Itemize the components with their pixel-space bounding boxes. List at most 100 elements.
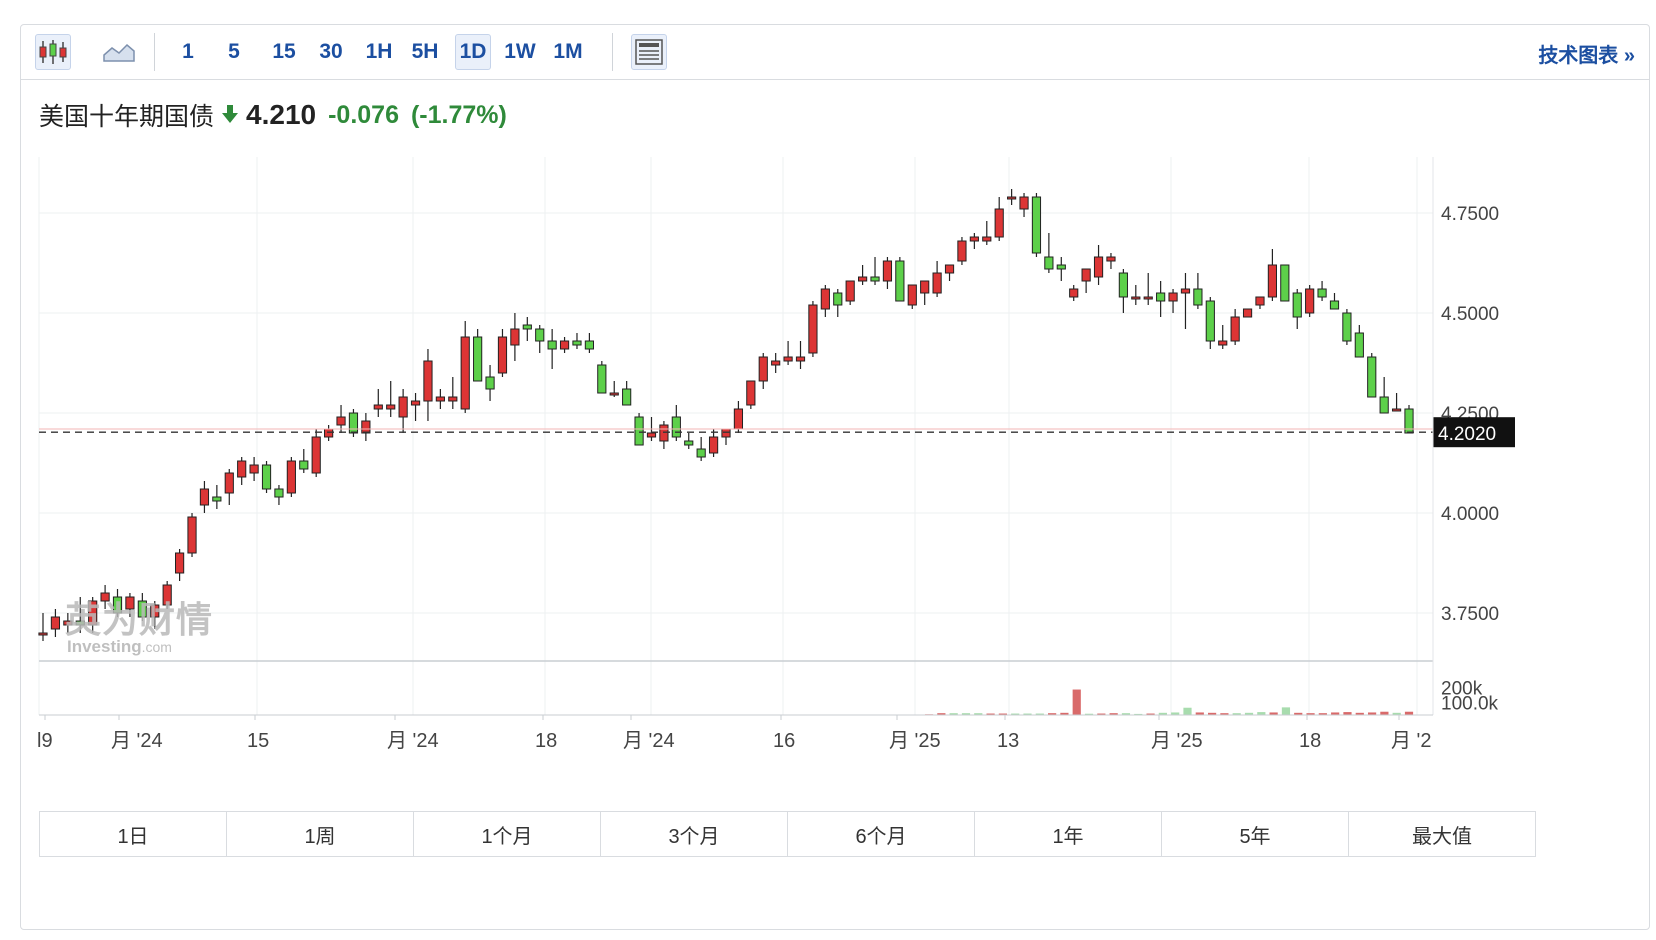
candle-body: [336, 416, 346, 426]
range-button-2[interactable]: 1个月: [414, 812, 601, 856]
range-button-5[interactable]: 1年: [975, 812, 1162, 856]
interval-1h[interactable]: 1H: [365, 40, 393, 63]
volume-bar: [937, 713, 946, 715]
candle-body: [1007, 196, 1017, 200]
volume-bar: [1232, 713, 1241, 715]
interval-1[interactable]: 1: [182, 40, 194, 63]
candle-body: [1180, 288, 1191, 294]
candle-body: [1354, 332, 1364, 358]
candle-body: [932, 272, 942, 294]
volume-bar: [1023, 713, 1032, 715]
candle-body: [1069, 288, 1079, 298]
price-change: -0.076: [328, 100, 399, 129]
candle-body: [870, 276, 880, 282]
candle-body: [386, 404, 396, 410]
volume-bar: [1183, 707, 1192, 715]
candle-body: [858, 276, 868, 282]
candle-body: [137, 600, 147, 618]
interval-5h[interactable]: 5H: [411, 40, 439, 63]
candle-body: [1031, 196, 1042, 254]
candle-body: [63, 620, 73, 626]
interval-1d[interactable]: 1D: [455, 34, 491, 70]
candle-body: [150, 604, 160, 618]
candle-body: [584, 340, 594, 350]
candle-body: [1193, 288, 1203, 306]
candle-body: [423, 360, 433, 402]
candle-body: [547, 340, 557, 350]
candlestick-icon[interactable]: [35, 34, 71, 70]
range-button-4[interactable]: 6个月: [788, 812, 975, 856]
range-button-6[interactable]: 5年: [1162, 812, 1349, 856]
range-button-3[interactable]: 3个月: [601, 812, 788, 856]
candle-body: [982, 236, 992, 242]
candle-body: [1143, 296, 1153, 300]
interval-5[interactable]: 5: [228, 40, 240, 63]
candle-body: [1230, 316, 1240, 342]
candle-body: [733, 408, 744, 430]
x-tick-label: 15: [247, 730, 269, 752]
toolbar-divider: [154, 33, 155, 71]
candle-body: [1367, 356, 1377, 398]
volume-bar: [1097, 713, 1106, 715]
quote-header: 美国十年期国债 4.210 -0.076 (-1.77%): [39, 97, 507, 133]
candle-body: [783, 356, 793, 362]
candle-body: [286, 460, 296, 494]
candle-body: [1280, 264, 1290, 302]
candle-body: [758, 356, 768, 382]
interval-15[interactable]: 15: [272, 40, 296, 63]
candle-body: [299, 460, 309, 470]
candle-body: [1391, 408, 1402, 412]
x-tick-label: 13: [997, 730, 1019, 752]
candlestick-chart[interactable]: 4.75004.50004.25004.00003.75004.2020200k…: [21, 25, 1651, 785]
tech-chart-link[interactable]: 技术图表 »: [1538, 45, 1635, 67]
layout-icon[interactable]: [631, 34, 667, 70]
x-tick-label: 月 '24: [111, 730, 163, 752]
volume-tick-label: 200k: [1441, 679, 1483, 700]
x-tick-label: 月 '24: [623, 730, 675, 752]
candle-body: [1044, 256, 1054, 270]
volume-bar: [1109, 713, 1118, 715]
current-price-badge: [1433, 417, 1515, 448]
volume-bar: [1134, 713, 1143, 715]
volume-bar: [1195, 712, 1204, 715]
candle-body: [88, 600, 98, 626]
candle-body: [1292, 292, 1302, 318]
interval-30[interactable]: 30: [319, 40, 343, 63]
candle-body: [1106, 256, 1116, 262]
range-button-7[interactable]: 最大值: [1349, 812, 1535, 856]
range-button-0[interactable]: 1日: [40, 812, 227, 856]
candle-body: [1019, 196, 1029, 210]
candle-body: [125, 596, 135, 610]
candle-body: [361, 420, 371, 434]
candle-body: [435, 396, 445, 402]
price-tick-label: 4.0000: [1441, 504, 1499, 525]
candle-body: [187, 516, 197, 554]
volume-bar: [1158, 712, 1167, 715]
last-price: 4.210: [246, 99, 317, 130]
interval-1w[interactable]: 1W: [504, 40, 536, 63]
volume-bar: [1121, 713, 1131, 715]
candle-body: [1329, 300, 1340, 310]
candle-body: [224, 472, 234, 494]
volume-bar: [1331, 712, 1340, 715]
candle-body: [957, 240, 967, 262]
candle-body: [808, 304, 818, 354]
candle-body: [1131, 296, 1141, 300]
volume-bar: [1084, 713, 1094, 715]
volume-bar: [1171, 712, 1180, 715]
range-button-1[interactable]: 1周: [227, 812, 414, 856]
volume-bar: [1244, 712, 1254, 715]
candle-body: [708, 436, 719, 454]
x-tick-label: 18: [1299, 730, 1321, 752]
x-tick-label: 16: [773, 730, 795, 752]
chart-widget: 1 5 15 30 1H 5H 1D 1W 1M 技术图表 » 美国十年期国债 4.210 -0…: [20, 24, 1650, 930]
candle-body: [920, 280, 930, 294]
candle-body: [1379, 396, 1389, 414]
candle-body: [1404, 408, 1414, 434]
chart-toolbar: 1 5 15 30 1H 5H 1D 1W 1M 技术图表 »: [21, 25, 1649, 80]
volume-bar: [1343, 712, 1352, 715]
interval-1m[interactable]: 1M: [553, 40, 583, 63]
area-chart-icon[interactable]: [101, 34, 137, 70]
candle-body: [907, 284, 917, 306]
price-tick-label: 4.7500: [1441, 204, 1499, 225]
